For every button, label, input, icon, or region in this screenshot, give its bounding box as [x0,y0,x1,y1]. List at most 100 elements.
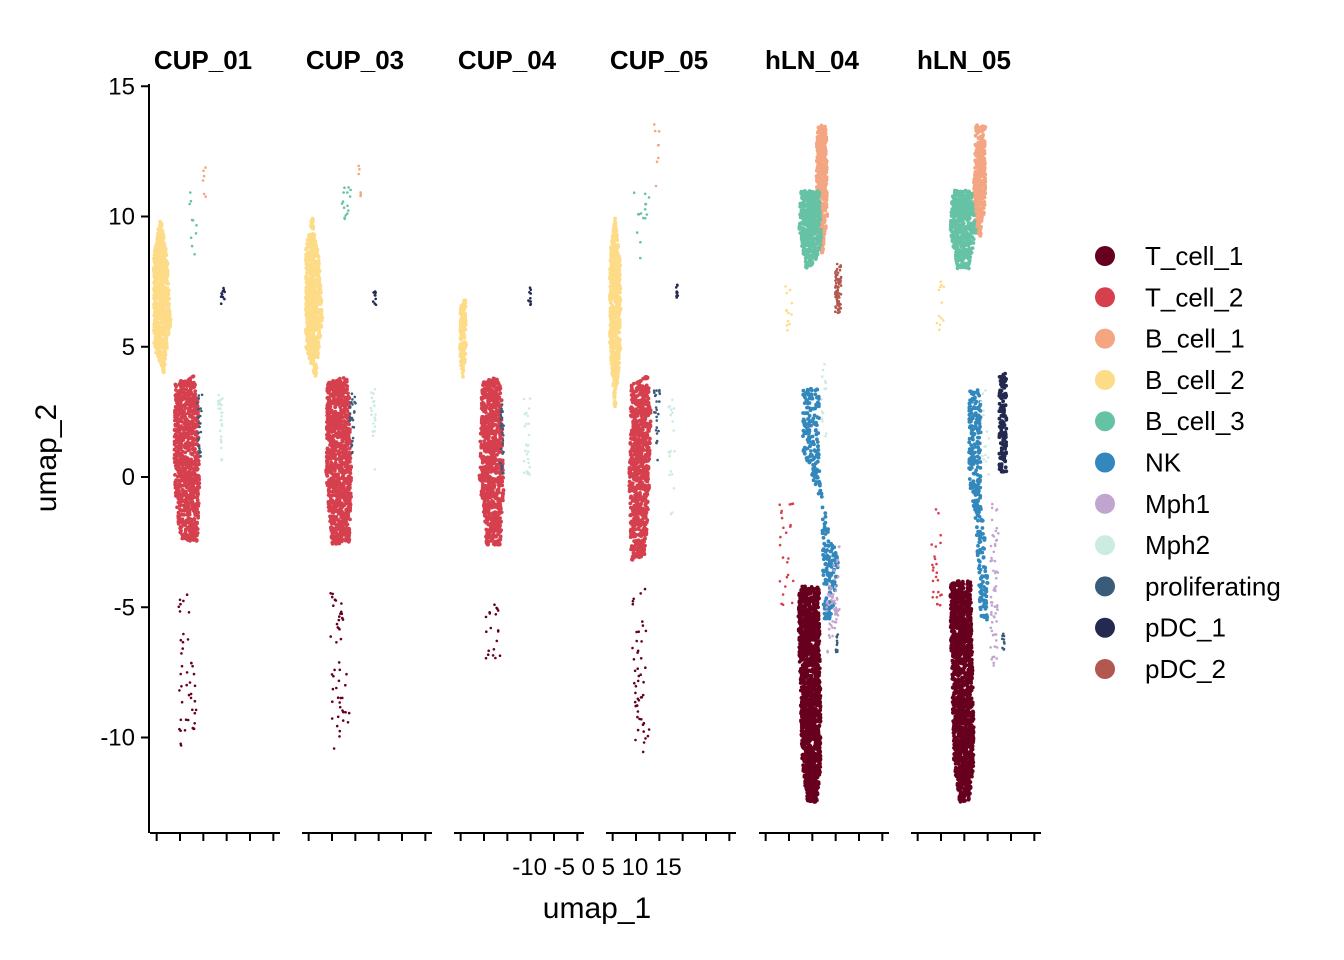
data-point [479,406,484,411]
data-point [483,410,488,415]
data-point [340,612,344,615]
data-point [501,488,506,492]
data-point [178,525,183,529]
data-point [339,469,343,473]
data-point [485,468,490,472]
data-point [482,475,486,480]
data-point [333,409,338,414]
data-point [154,243,159,247]
data-point [346,487,351,492]
data-point [481,431,485,436]
data-point [487,649,491,653]
data-point [335,641,338,644]
cluster-t-cell-2-cup_01 [172,374,202,543]
data-point [347,454,352,459]
data-point [359,191,362,194]
data-point [527,433,531,437]
data-point [491,494,496,499]
data-point [178,598,182,602]
data-point [336,518,340,523]
data-point [462,351,467,356]
data-point [165,281,170,286]
data-point [192,672,196,676]
data-point [196,415,200,419]
data-point [526,414,530,418]
data-point [165,263,169,267]
data-point [194,708,198,712]
data-point [498,654,502,657]
data-point [173,382,178,387]
data-point [371,434,375,438]
data-point [479,443,484,448]
data-point [500,483,505,488]
data-point [527,422,531,426]
data-point [317,298,322,303]
data-point [492,542,496,546]
data-point [328,489,332,494]
data-point [369,391,373,394]
data-point [196,515,201,520]
data-point [482,423,487,427]
data-point [197,431,200,435]
data-point [326,493,331,497]
data-point [152,268,156,273]
data-point [496,487,501,492]
data-point [488,483,492,488]
data-point [458,344,462,349]
data-point [219,438,223,442]
data-point [357,172,361,176]
data-point [315,277,320,281]
data-point [496,609,500,612]
data-point [487,462,492,467]
data-point [522,471,526,475]
data-point [529,302,533,306]
data-point [502,424,505,428]
data-point [185,471,190,476]
data-point [357,164,361,168]
data-point [188,422,193,427]
data-point [186,516,191,521]
data-point [176,460,181,464]
data-point [332,384,337,389]
data-point [330,453,335,458]
data-point [183,442,188,447]
data-point [189,432,194,436]
data-point [353,395,357,399]
data-point [311,346,316,351]
data-point [154,317,159,321]
data-point [195,498,200,502]
data-point [185,593,189,596]
data-point [174,433,179,438]
data-point [463,341,468,346]
data-point [183,507,187,512]
data-point [311,326,315,331]
data-point [331,687,335,691]
data-point [341,447,346,452]
data-point [175,408,179,413]
data-point [349,401,353,405]
data-point [497,430,502,435]
data-point [344,470,348,474]
data-point [351,450,354,454]
data-point [187,611,191,614]
data-point [180,405,184,410]
data-point [502,450,505,454]
data-point [152,313,157,318]
data-point [164,269,169,274]
data-point [348,405,352,409]
data-point [373,468,377,471]
data-point [339,394,344,399]
data-point [195,224,198,227]
data-point [487,533,492,538]
data-point [339,637,343,641]
data-point [333,448,337,453]
data-point [192,727,195,731]
data-point [158,223,162,228]
data-point [525,453,529,456]
data-point [341,719,345,722]
data-point [192,462,196,467]
data-point [218,401,221,404]
data-point [493,513,498,517]
data-point [330,415,335,420]
